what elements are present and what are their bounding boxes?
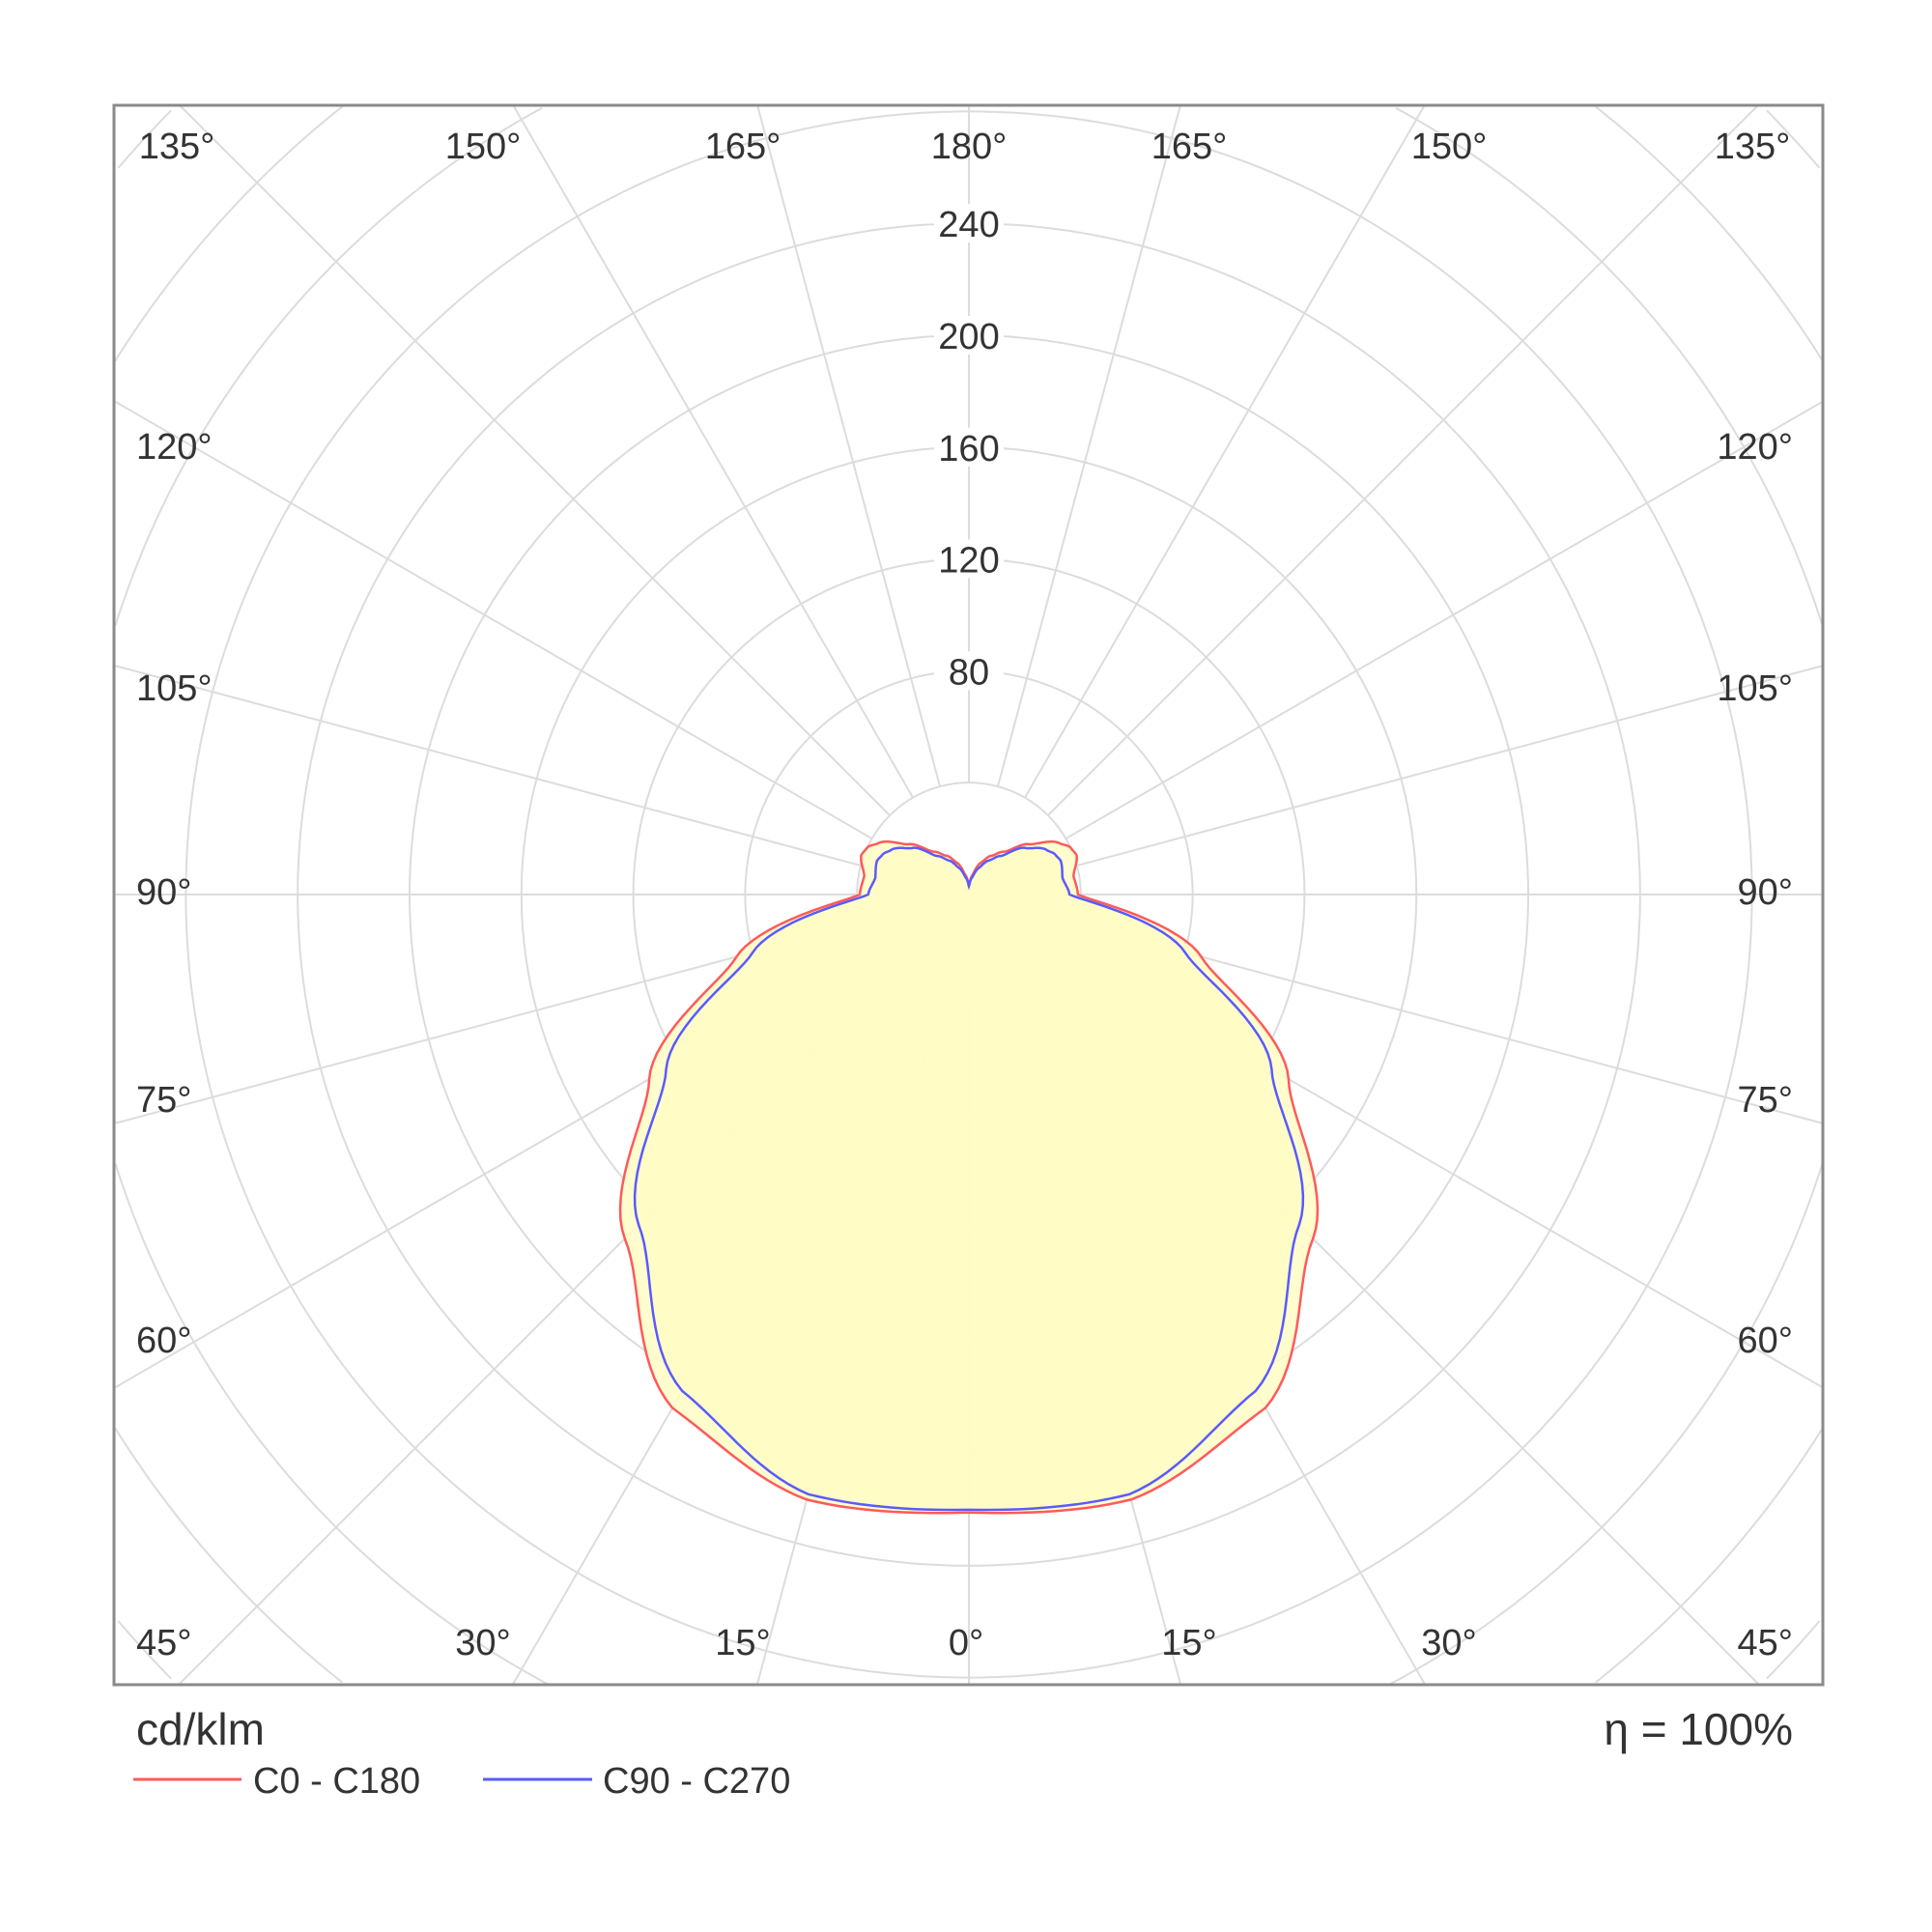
angle-label: 45° bbox=[1738, 1623, 1793, 1663]
angle-label: 150° bbox=[445, 127, 522, 167]
radial-tick-label: 160 bbox=[938, 429, 999, 469]
angle-label: 150° bbox=[1411, 127, 1488, 167]
grid-ring bbox=[114, 107, 1824, 1686]
angle-label: 75° bbox=[136, 1080, 191, 1121]
angle-label: 60° bbox=[1738, 1321, 1793, 1361]
angle-label: 165° bbox=[1151, 127, 1228, 167]
radial-tick-bg bbox=[934, 316, 1004, 355]
angle-label: 90° bbox=[136, 872, 191, 913]
angle-label: 120° bbox=[1717, 427, 1793, 468]
radial-tick-bg bbox=[934, 651, 1004, 691]
angle-label: 90° bbox=[1738, 872, 1793, 913]
legend: C0 - C180 C90 - C270 bbox=[133, 1761, 790, 1802]
grid-spoke bbox=[1076, 665, 1824, 867]
series-line-c0-c180 bbox=[618, 840, 1320, 1515]
legend-label-c0-c180: C0 - C180 bbox=[253, 1761, 420, 1802]
grid-ring bbox=[117, 109, 1821, 1680]
angle-label: 135° bbox=[1715, 127, 1791, 167]
angle-label: 15° bbox=[715, 1623, 770, 1663]
angle-label: 75° bbox=[1738, 1080, 1793, 1121]
grid-spoke bbox=[512, 104, 914, 799]
radial-tick-bg bbox=[934, 427, 1004, 467]
radial-tick-label: 200 bbox=[938, 317, 999, 357]
angle-label: 15° bbox=[1161, 1623, 1216, 1663]
radial-tick-label: 240 bbox=[938, 205, 999, 245]
grid-spoke bbox=[1024, 104, 1426, 799]
grid-spoke bbox=[113, 400, 873, 839]
grid-spoke bbox=[997, 104, 1181, 787]
radial-tick-label: 120 bbox=[938, 541, 999, 582]
angle-label: 30° bbox=[1421, 1623, 1476, 1663]
angle-label: 60° bbox=[136, 1321, 191, 1361]
angle-label: 120° bbox=[136, 427, 213, 468]
grid-spoke bbox=[1047, 104, 1759, 816]
legend-label-c90-c270: C90 - C270 bbox=[603, 1761, 790, 1802]
grid-spoke bbox=[756, 104, 941, 787]
angle-label: 135° bbox=[139, 127, 215, 167]
radial-tick-bg bbox=[934, 204, 1004, 243]
unit-label: cd/klm bbox=[136, 1704, 265, 1754]
radial-tick-bg bbox=[934, 539, 1004, 579]
angle-label: 105° bbox=[136, 668, 213, 709]
efficiency-label: η = 100% bbox=[1604, 1704, 1793, 1754]
grid-spoke bbox=[113, 664, 862, 867]
grid-spoke bbox=[1065, 400, 1824, 839]
angle-label: 165° bbox=[705, 127, 781, 167]
angle-label: 30° bbox=[455, 1623, 510, 1663]
series-fill-1 bbox=[635, 847, 1303, 1510]
angle-label: 180° bbox=[931, 127, 1008, 167]
grid-spoke bbox=[179, 104, 891, 816]
grid-ring bbox=[114, 105, 1824, 1684]
angle-label: 0° bbox=[949, 1623, 983, 1663]
angle-label: 105° bbox=[1717, 668, 1793, 709]
series-line-c90-c270 bbox=[633, 846, 1305, 1512]
angle-label: 45° bbox=[136, 1623, 191, 1663]
radial-tick-label: 80 bbox=[949, 652, 989, 693]
plot-frame bbox=[112, 103, 1825, 1687]
